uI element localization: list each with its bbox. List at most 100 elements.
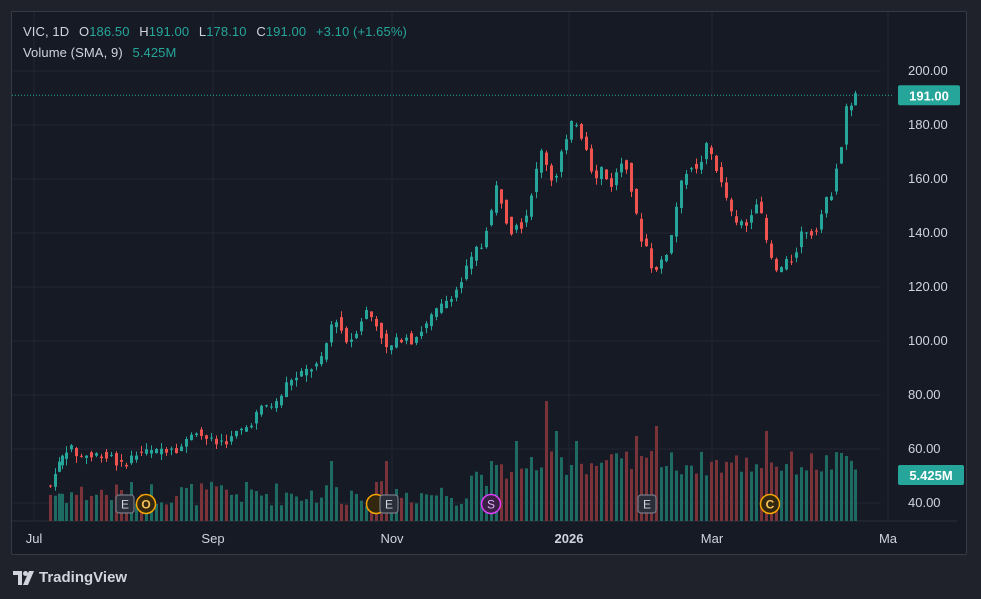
candle-body: [715, 155, 718, 171]
candle-body: [660, 259, 663, 269]
volume-bar: [330, 461, 333, 521]
candle-body: [320, 356, 323, 365]
candle-body: [200, 429, 203, 436]
chart-pane[interactable]: 200.00 180.00 160.00 140.00 120.00 100.00 80.0…: [11, 11, 967, 555]
volume-bar: [640, 455, 643, 521]
candle-body: [80, 455, 83, 457]
candle-body: [155, 449, 158, 454]
volume-bar: [660, 467, 663, 521]
candle-body: [710, 147, 713, 155]
candle-body: [680, 180, 683, 208]
candle-body: [720, 167, 723, 183]
x-tick-label: Sep: [201, 531, 224, 546]
volume-bar: [825, 455, 828, 521]
y-tick-label: 80.00: [908, 387, 941, 402]
volume-bar: [665, 466, 668, 521]
ohlc-legend: VIC, 1D O186.50 H191.00 L178.10 C191.00 …: [23, 24, 407, 39]
tradingview-logo[interactable]: TradingView: [13, 569, 127, 586]
volume-bar: [705, 475, 708, 521]
candle-body: [805, 232, 808, 234]
candle-body: [590, 148, 593, 172]
volume-bar: [545, 401, 548, 521]
volume-bar: [650, 451, 653, 521]
y-tick-label: 200.00: [908, 63, 948, 78]
candle-body: [635, 188, 638, 214]
volume-bar: [410, 502, 413, 521]
volume-bar: [460, 503, 463, 521]
volume-bar: [515, 441, 518, 521]
candle-body: [135, 455, 138, 460]
candle-body: [405, 337, 408, 341]
candle-body: [185, 438, 188, 447]
candle-body: [195, 433, 198, 436]
volume-bar: [550, 451, 553, 521]
volume-bar: [255, 491, 258, 521]
candle-body: [365, 309, 368, 319]
volume-bar: [540, 467, 543, 521]
y-tick-label: 120.00: [908, 279, 948, 294]
volume-bar: [85, 500, 88, 521]
volume-bar: [65, 502, 68, 521]
candle-body: [160, 448, 163, 455]
earnings-event-marker[interactable]: E: [637, 494, 657, 514]
volume-bar: [360, 500, 363, 521]
volume-series: [49, 401, 857, 521]
volume-bar: [720, 472, 723, 521]
candle-body: [240, 428, 243, 431]
y-tick-label: 160.00: [908, 171, 948, 186]
candle-body: [340, 317, 343, 331]
time-axis[interactable]: Jul Sep Nov 2026 Mar Ma: [26, 531, 898, 546]
candle-body: [100, 456, 103, 459]
candle-body: [675, 206, 678, 237]
volume-bar: [755, 464, 758, 521]
volume-bar: [300, 500, 303, 521]
candle-body: [780, 267, 783, 273]
legend-symbol[interactable]: VIC: [23, 24, 45, 39]
y-tick-label: 140.00: [908, 225, 948, 240]
volume-bar: [700, 451, 703, 521]
legend-open-value: 186.50: [89, 24, 130, 39]
candle-body: [395, 337, 398, 348]
volume-bar: [335, 487, 338, 521]
price-axis[interactable]: 200.00 180.00 160.00 140.00 120.00 100.00 80.0…: [908, 63, 948, 510]
candle-body: [210, 437, 213, 439]
earnings-event-marker[interactable]: E: [379, 494, 399, 514]
candle-body: [735, 216, 738, 223]
candle-body: [555, 175, 558, 178]
x-tick-label: Mar: [701, 531, 724, 546]
volume-bar: [795, 474, 798, 521]
candle-body: [275, 401, 278, 409]
volume-bar: [250, 489, 253, 521]
volume-bar: [815, 469, 818, 521]
candle-body: [385, 333, 388, 348]
legend-low-value: 178.10: [206, 24, 247, 39]
candle-body: [190, 434, 193, 441]
other-event-marker[interactable]: C: [759, 493, 781, 515]
legend-low-label: L: [198, 24, 207, 39]
candlestick-chart[interactable]: 200.00 180.00 160.00 140.00 120.00 100.00 80.0…: [12, 12, 968, 556]
svg-text:O: O: [141, 498, 150, 512]
candle-body: [500, 189, 503, 204]
volume-bar: [70, 492, 73, 521]
volume-bar: [270, 505, 273, 521]
volume-bar: [155, 503, 158, 521]
legend-open-label: O: [78, 24, 90, 39]
candle-body: [420, 331, 423, 337]
split-event-marker[interactable]: S: [480, 493, 502, 515]
volume-bar: [490, 461, 493, 521]
candle-body: [565, 139, 568, 151]
earnings-event-marker[interactable]: E: [115, 494, 135, 514]
candle-body: [235, 431, 238, 437]
volume-bar: [465, 498, 468, 521]
volume-bar: [565, 474, 568, 521]
tradingview-icon: [13, 570, 34, 585]
last-price-value: 191.00: [909, 88, 949, 103]
candle-body: [600, 167, 603, 179]
volume-bar: [800, 467, 803, 521]
other-event-marker[interactable]: O: [135, 493, 157, 515]
svg-text:S: S: [487, 498, 495, 512]
volume-bar: [430, 495, 433, 521]
volume-label[interactable]: Volume (SMA, 9): [23, 45, 123, 60]
candle-body: [170, 448, 173, 450]
